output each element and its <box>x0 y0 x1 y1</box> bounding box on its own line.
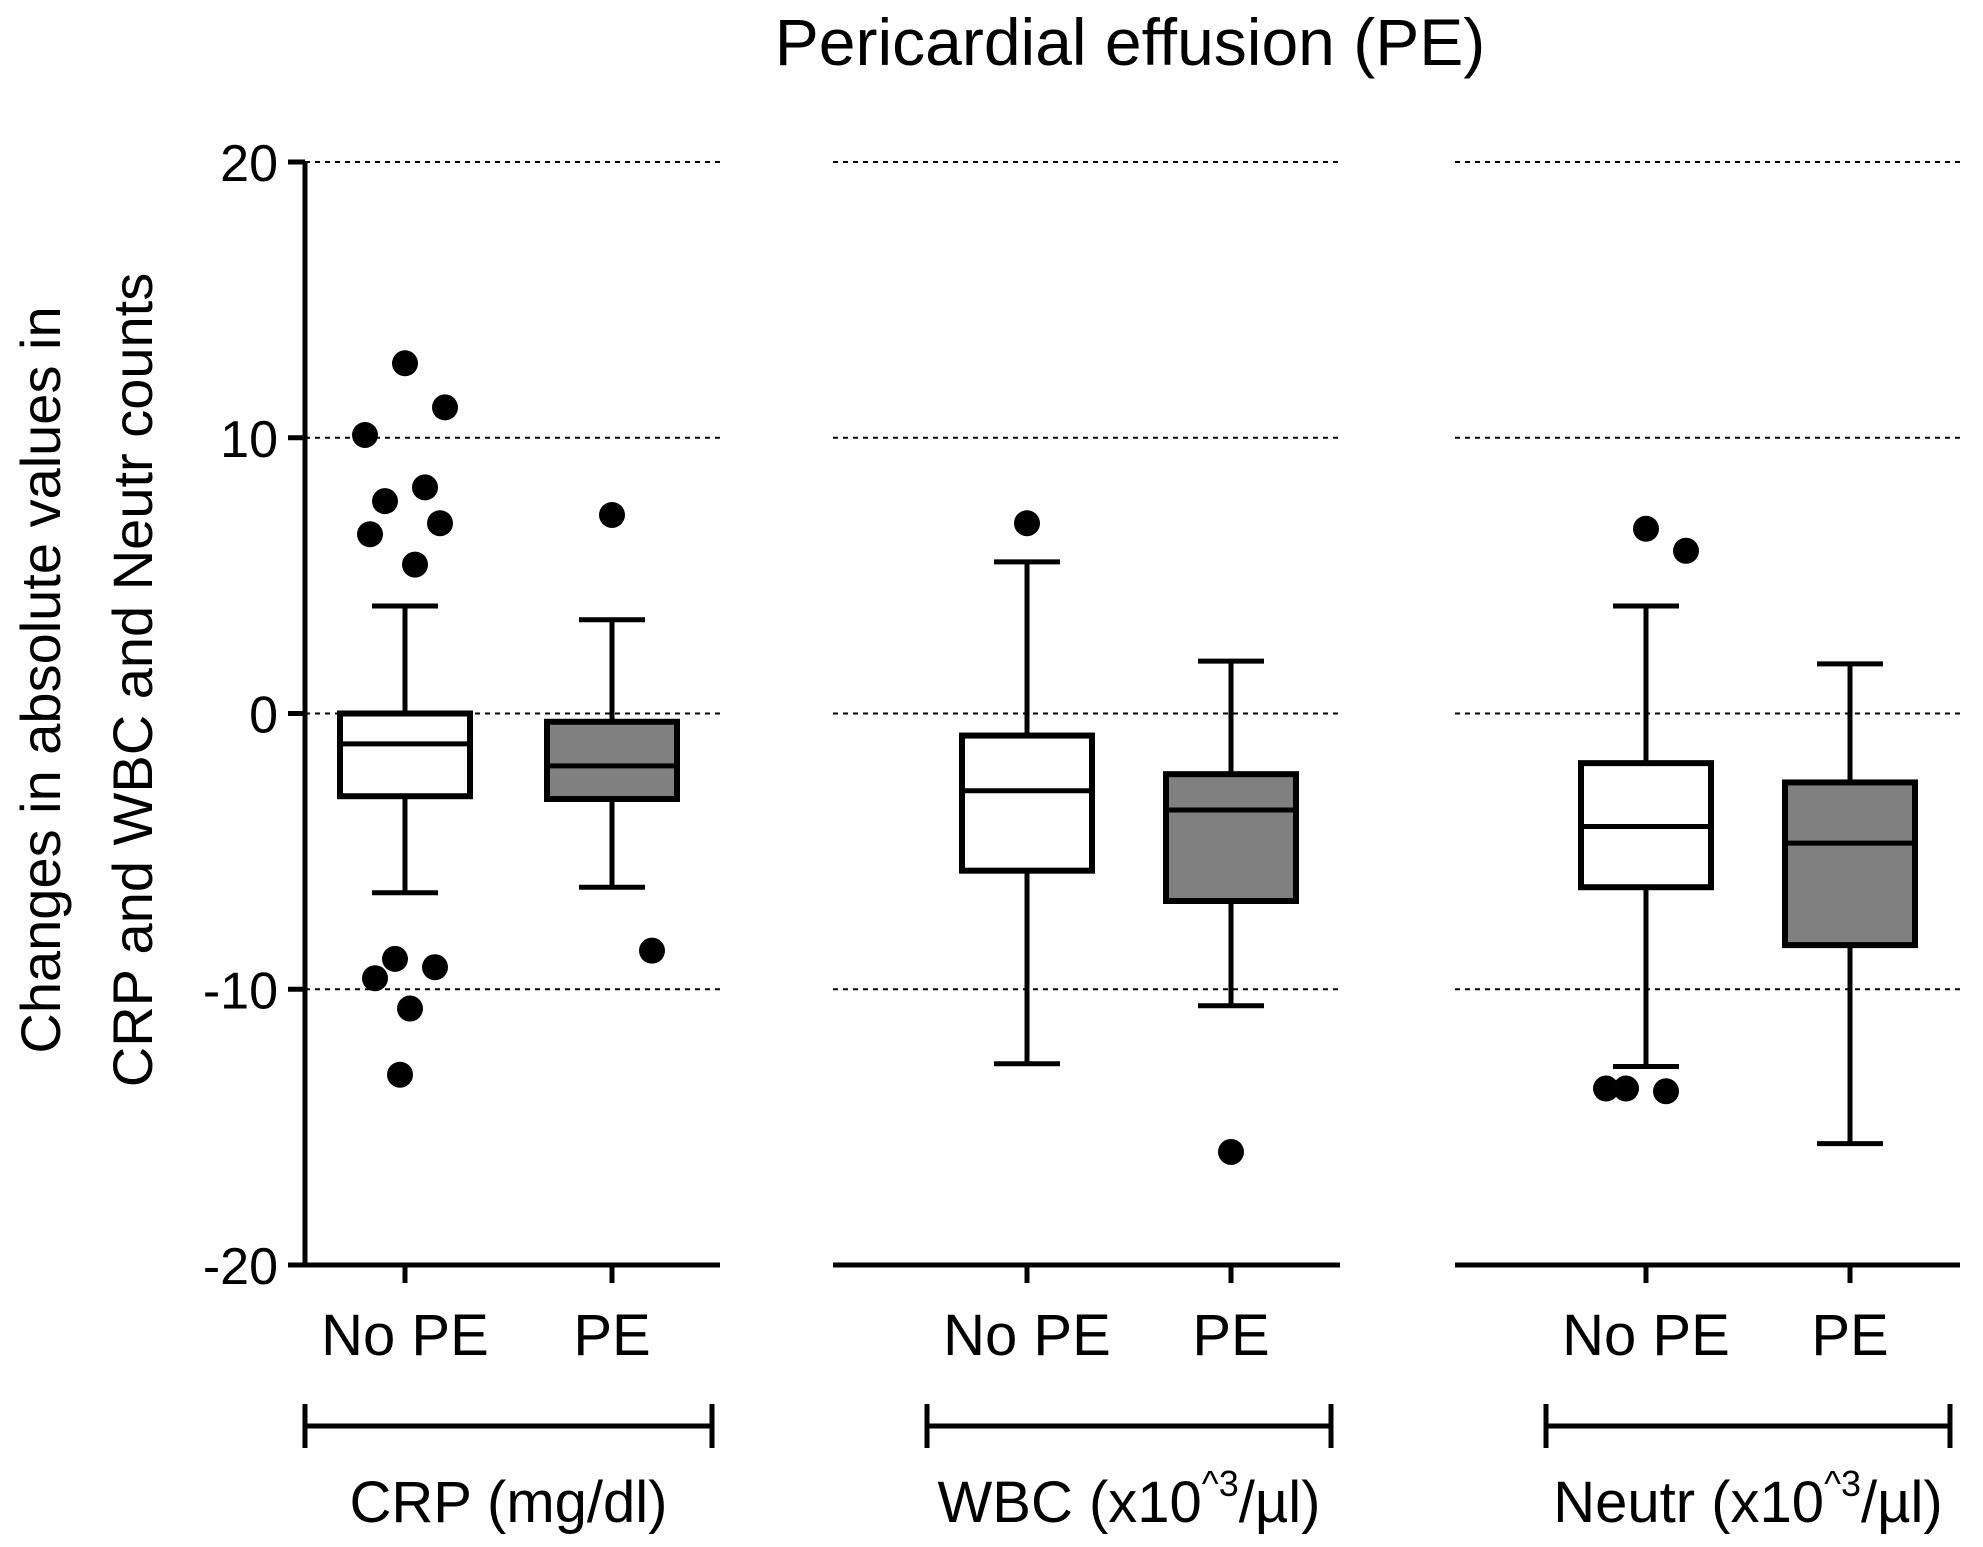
category-label: PE <box>1811 1303 1888 1368</box>
y-tick-label: -10 <box>203 962 278 1020</box>
outlier-point <box>392 350 418 377</box>
y-axis-label-line-1: Changes in absolute values in <box>9 306 72 1053</box>
outlier-point <box>372 488 398 515</box>
category-labels: No PE PE CRP (mg/dl) No PE PE WBC (x10^3/µl) N… <box>302 1303 1953 1535</box>
y-tick-label: -20 <box>203 1238 278 1296</box>
outlier-point <box>1014 510 1040 537</box>
chart-title: Pericardial effusion (PE) <box>775 5 1485 79</box>
outlier-point <box>412 474 438 501</box>
outlier-point <box>382 945 408 972</box>
box-iqr <box>959 732 1095 874</box>
box-no-pe <box>337 350 473 1088</box>
y-tick-label: 20 <box>220 135 278 193</box>
box-pe <box>1163 658 1299 1165</box>
boxes <box>337 350 1918 1165</box>
outlier-point <box>1653 1078 1679 1105</box>
box-iqr <box>544 718 680 802</box>
group-label: WBC (x10^3/µl) <box>938 1463 1321 1535</box>
outlier-point <box>1613 1075 1639 1102</box>
grid-lines <box>305 161 1960 991</box>
outlier-point <box>422 954 448 981</box>
box-pe <box>1782 661 1918 1147</box>
outlier-point <box>1593 1075 1619 1102</box>
box-pe <box>544 501 680 964</box>
box-no-pe <box>1578 515 1714 1105</box>
box-no-pe <box>959 510 1095 1067</box>
group-label: Neutr (x10^3/µl) <box>1553 1463 1942 1535</box>
outlier-point <box>357 521 383 548</box>
outlier-point <box>599 501 625 528</box>
outlier-point <box>432 394 458 421</box>
y-tick-label: 0 <box>249 687 278 745</box>
outlier-point <box>352 421 378 448</box>
box-iqr <box>337 710 473 800</box>
outlier-point <box>397 995 423 1022</box>
outlier-point <box>387 1061 413 1088</box>
outlier-point <box>362 965 388 992</box>
y-tick-label: 10 <box>220 411 278 469</box>
axes: 20 10 0 -10 -20 <box>203 135 1960 1296</box>
outlier-point <box>427 510 453 537</box>
category-label: No PE <box>321 1303 489 1368</box>
y-axis-label-line-2: CRP and WBC and Neutr counts <box>101 273 164 1087</box>
box-iqr <box>1782 779 1918 949</box>
outlier-point <box>402 551 428 578</box>
outlier-point <box>1673 537 1699 564</box>
outlier-point <box>1218 1138 1244 1165</box>
category-label: No PE <box>943 1303 1111 1368</box>
outlier-point <box>1633 515 1659 542</box>
y-axis-label: Changes in absolute values in CRP and WB… <box>9 273 164 1087</box>
category-label: PE <box>1192 1303 1269 1368</box>
group-label: CRP (mg/dl) <box>350 1470 668 1535</box>
category-label: PE <box>573 1303 650 1368</box>
box-iqr <box>1163 771 1299 905</box>
outlier-point <box>639 937 665 964</box>
category-label: No PE <box>1562 1303 1730 1368</box>
